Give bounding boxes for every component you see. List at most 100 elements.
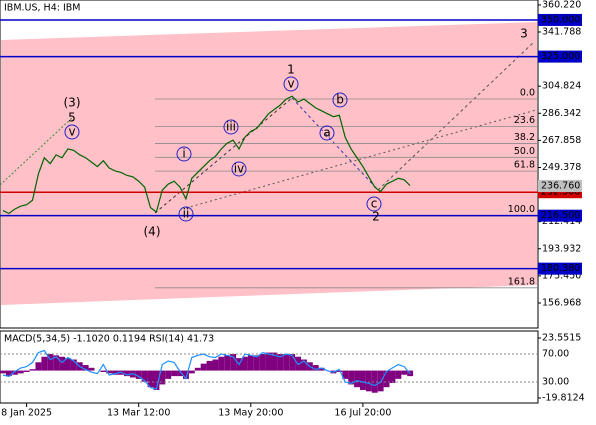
macd-bar xyxy=(11,370,18,375)
level-tag xyxy=(538,262,582,275)
macd-bar xyxy=(0,370,7,374)
macd-bar xyxy=(100,370,107,372)
wave-circle xyxy=(319,125,335,141)
macd-bar xyxy=(360,370,366,390)
macd-bar xyxy=(224,355,231,371)
wave-label: (4) xyxy=(144,225,161,239)
macd-bar xyxy=(348,370,355,385)
y-tick-label: 286.342 xyxy=(542,108,581,119)
y-tick-label: -19.8124 xyxy=(542,392,585,403)
wave-label: 1 xyxy=(287,63,295,77)
level-tag xyxy=(538,13,582,26)
x-tick-label: 8 Jan 2025 xyxy=(1,408,52,419)
macd-bar xyxy=(35,362,42,371)
macd-bar xyxy=(271,352,278,371)
macd-bar xyxy=(365,370,372,392)
level-label: 180.380 xyxy=(541,263,580,274)
macd-bar xyxy=(395,370,402,379)
wave-label: a xyxy=(323,126,330,140)
fib-label: 61.8 xyxy=(514,160,535,171)
macd-bar xyxy=(336,370,343,372)
wave-label: 5 xyxy=(68,111,76,125)
price-tag xyxy=(538,179,582,192)
macd-bar xyxy=(23,370,30,372)
wave-label: b xyxy=(336,93,344,107)
wave-label: v xyxy=(287,77,294,91)
wave-label: 3 xyxy=(520,27,528,41)
macd-bar xyxy=(147,370,154,388)
y-tick-label: 193.932 xyxy=(542,243,581,254)
macd-bar xyxy=(283,353,290,371)
macd-bar xyxy=(389,370,396,384)
macd-bar xyxy=(218,356,225,371)
level-label: 325.000 xyxy=(541,51,580,62)
macd-bar xyxy=(242,356,248,371)
chart-title: IBM.US, H4: IBM xyxy=(4,3,80,14)
macd-bar xyxy=(183,370,189,379)
macd-bar xyxy=(265,352,272,371)
macd-bar xyxy=(289,353,296,371)
y-tick-label: 70.00 xyxy=(542,349,569,360)
macd-bar xyxy=(247,355,254,371)
x-tick-label: 13 Mar 12:00 xyxy=(107,408,170,419)
macd-bar xyxy=(53,355,60,371)
indicator-title: MACD(5,34,5) -1.1020 0.1194 RSI(14) 41.7… xyxy=(4,334,214,345)
y-tick-label: 249.378 xyxy=(542,162,581,173)
wave-circle xyxy=(223,119,239,135)
wave-label: c xyxy=(371,197,378,211)
macd-bar xyxy=(259,353,266,371)
macd-bar xyxy=(70,359,77,371)
wave-label: iv xyxy=(234,162,244,176)
level-label: 350.000 xyxy=(541,14,580,25)
macd-bar xyxy=(253,355,260,371)
macd-bar xyxy=(65,358,71,371)
fib-label: 38.2 xyxy=(514,132,535,143)
y-tick-label: 341.788 xyxy=(542,26,581,37)
level-label: 216.500 xyxy=(541,210,580,221)
y-tick-label: 30.00 xyxy=(542,377,569,388)
wave-circle xyxy=(366,196,382,212)
macd-bar xyxy=(371,370,378,393)
wave-circle xyxy=(178,206,194,222)
wave-label: i xyxy=(182,147,185,161)
x-tick-label: 16 Jul 20:00 xyxy=(334,408,391,419)
x-tick-label: 13 May 20:00 xyxy=(218,408,283,419)
macd-bar xyxy=(401,370,408,375)
macd-bar xyxy=(47,353,54,371)
rsi-line xyxy=(2,349,411,390)
macd-bar xyxy=(301,359,307,371)
macd-bar xyxy=(188,370,195,374)
macd-bar xyxy=(342,370,349,379)
y-tick-label: 156.968 xyxy=(542,297,581,308)
y-tick-label: 360.220 xyxy=(542,0,581,10)
wave-circle xyxy=(332,92,348,108)
fib-label: 161.8 xyxy=(508,276,535,287)
wave-line xyxy=(291,97,379,191)
wave-label: iii xyxy=(226,120,236,134)
macd-bar xyxy=(165,370,172,379)
price-line xyxy=(2,95,411,215)
macd-bar xyxy=(194,367,201,371)
wave-label: (3) xyxy=(64,96,81,110)
macd-bar xyxy=(141,370,148,382)
fib-label: 50.0 xyxy=(514,146,535,157)
y-tick-label: 175.450 xyxy=(542,270,581,281)
macd-bar xyxy=(177,370,183,377)
macd-bar xyxy=(318,367,325,371)
level-tag xyxy=(538,50,582,63)
macd-bar xyxy=(171,370,178,377)
macd-bar xyxy=(82,365,89,371)
macd-bar xyxy=(41,356,48,371)
wave-label: v xyxy=(68,125,75,139)
y-tick-label: 23.5515 xyxy=(542,332,581,343)
wave-circle xyxy=(231,161,247,177)
fib-label: 23.6 xyxy=(514,115,535,126)
macd-bar xyxy=(59,356,65,371)
macd-bar xyxy=(153,370,160,390)
macd-bar xyxy=(312,365,319,371)
macd-bar xyxy=(159,370,166,385)
macd-bar xyxy=(29,369,36,371)
level-label: 232.508 xyxy=(541,187,580,198)
price-label: 236.760 xyxy=(541,180,580,191)
